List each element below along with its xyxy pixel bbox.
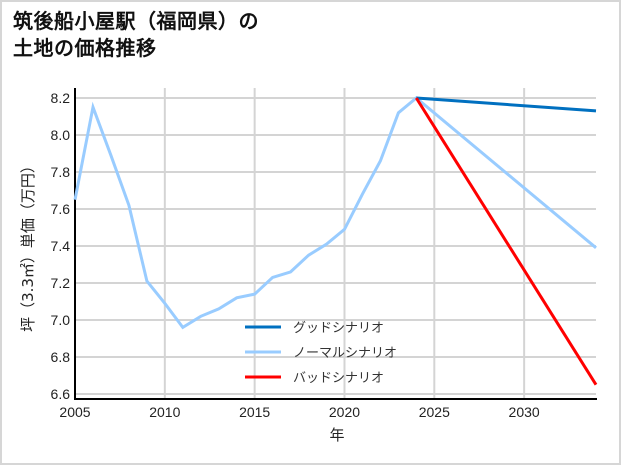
- x-tick-label: 2020: [329, 404, 360, 420]
- series-line: [415, 97, 598, 386]
- chart-title-line1: 筑後船小屋駅（福岡県）の: [13, 9, 259, 33]
- chart-title-line2: 土地の価格推移: [13, 36, 157, 60]
- y-tick-label: 7.2: [51, 275, 71, 291]
- legend: グッドシナリオ ノーマルシナリオ バッドシナリオ: [245, 321, 397, 386]
- series-lines: [73, 96, 598, 386]
- legend-label-good: グッドシナリオ: [293, 321, 384, 336]
- x-tick-labels: 2005 2010 2015 2020 2025 2030: [59, 404, 539, 420]
- y-tick-label: 6.8: [51, 349, 71, 365]
- x-tick-label: 2015: [239, 404, 270, 420]
- x-axis-label: 年: [329, 426, 344, 444]
- legend-label-bad: バッドシナリオ: [293, 371, 384, 386]
- legend-label-normal: ノーマルシナリオ: [293, 346, 397, 361]
- y-tick-label: 7.8: [51, 164, 71, 180]
- y-tick-labels: 6.6 6.8 7.0 7.2 7.4 7.6 7.8 8.0 8.2: [51, 90, 71, 402]
- x-tick-label: 2005: [59, 404, 90, 420]
- axes: [74, 88, 597, 400]
- chart-title: 筑後船小屋駅（福岡県）の 土地の価格推移: [13, 8, 259, 62]
- x-tick-label: 2025: [419, 404, 450, 420]
- y-axis-label: 坪（3.3㎡）単価（万円）: [19, 158, 37, 332]
- y-tick-label: 8.0: [51, 127, 71, 143]
- y-tick-label: 6.6: [51, 386, 71, 402]
- series-line: [73, 96, 597, 330]
- grid-lines: [75, 88, 596, 398]
- y-tick-label: 8.2: [51, 90, 71, 106]
- y-tick-label: 7.4: [51, 238, 71, 254]
- y-tick-label: 7.0: [51, 312, 71, 328]
- y-tick-label: 7.6: [51, 201, 71, 217]
- x-tick-label: 2010: [149, 404, 180, 420]
- x-tick-label: 2030: [509, 404, 540, 420]
- series-line: [416, 96, 597, 113]
